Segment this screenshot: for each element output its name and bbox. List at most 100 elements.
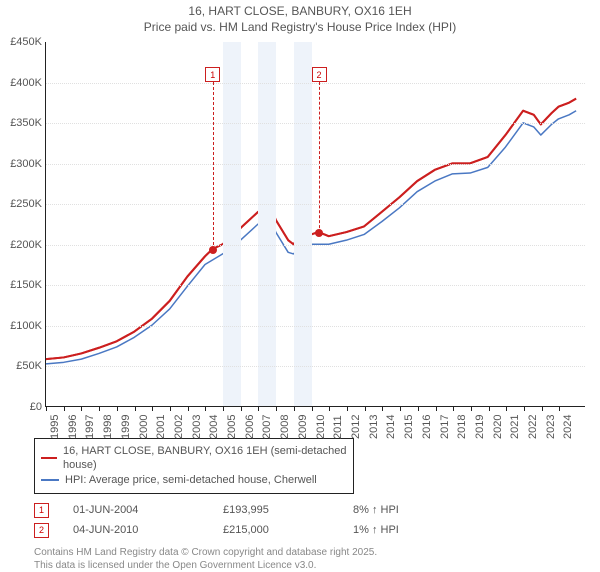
y-tick-label: £300K: [0, 158, 42, 170]
x-tick: [223, 407, 224, 411]
x-tick: [347, 407, 348, 411]
x-tick: [294, 407, 295, 411]
x-tick-label: 2011: [332, 415, 344, 439]
x-tick: [400, 407, 401, 411]
x-tick-label: 1995: [49, 415, 61, 439]
gridline: [46, 245, 585, 246]
x-tick-label: 2005: [226, 415, 238, 439]
sale-row-marker: 1: [34, 503, 49, 518]
x-tick: [329, 407, 330, 411]
y-tick-label: £100K: [0, 320, 42, 332]
x-tick-label: 2016: [421, 415, 433, 439]
x-tick: [489, 407, 490, 411]
x-tick-label: 2013: [368, 415, 380, 439]
year-band: [223, 42, 241, 406]
sale-row-price: £193,995: [223, 504, 313, 516]
x-tick-label: 2002: [173, 415, 185, 439]
x-tick: [205, 407, 206, 411]
gridline: [46, 366, 585, 367]
y-tick-label: £0: [0, 401, 42, 413]
x-tick: [542, 407, 543, 411]
attrib-line-2: This data is licensed under the Open Gov…: [34, 559, 590, 572]
x-tick-label: 1996: [67, 415, 79, 439]
x-tick: [506, 407, 507, 411]
x-tick: [453, 407, 454, 411]
legend-label: HPI: Average price, semi-detached house,…: [65, 473, 317, 487]
x-tick-label: 2007: [261, 415, 273, 439]
sale-point: [315, 229, 323, 237]
legend-box: 16, HART CLOSE, BANBURY, OX16 1EH (semi-…: [34, 438, 354, 494]
legend-item: HPI: Average price, semi-detached house,…: [41, 473, 347, 487]
legend-swatch: [41, 479, 59, 481]
sale-row-price: £215,000: [223, 524, 313, 536]
gridline: [46, 204, 585, 205]
x-tick-label: 2023: [545, 415, 557, 439]
y-tick-label: £350K: [0, 117, 42, 129]
x-tick: [117, 407, 118, 411]
x-tick: [258, 407, 259, 411]
x-tick-label: 2001: [155, 415, 167, 439]
x-tick-label: 2020: [492, 415, 504, 439]
x-tick-label: 2018: [456, 415, 468, 439]
x-tick: [46, 407, 47, 411]
x-tick-label: 2014: [385, 415, 397, 439]
legend-label: 16, HART CLOSE, BANBURY, OX16 1EH (semi-…: [63, 444, 347, 472]
plot-area: 12: [45, 42, 585, 407]
x-tick-label: 2021: [509, 415, 521, 439]
y-tick-label: £150K: [0, 279, 42, 291]
figure: 16, HART CLOSE, BANBURY, OX16 1EH Price …: [0, 0, 600, 560]
x-tick-label: 2024: [562, 415, 574, 439]
x-tick: [436, 407, 437, 411]
sale-callout-box: 2: [312, 67, 327, 82]
y-tick-label: £50K: [0, 360, 42, 372]
sale-callout-box: 1: [205, 67, 220, 82]
sale-row-date: 01-JUN-2004: [73, 504, 183, 516]
x-tick: [99, 407, 100, 411]
x-tick: [382, 407, 383, 411]
sales-table: 101-JUN-2004£193,9958% ↑ HPI204-JUN-2010…: [34, 500, 590, 540]
x-tick: [81, 407, 82, 411]
x-tick: [559, 407, 560, 411]
x-tick-label: 2019: [474, 415, 486, 439]
x-tick-label: 1998: [102, 415, 114, 439]
x-tick: [241, 407, 242, 411]
sale-point: [209, 246, 217, 254]
x-tick-label: 2022: [527, 415, 539, 439]
x-tick: [418, 407, 419, 411]
sale-callout-line: [213, 82, 214, 250]
x-tick: [152, 407, 153, 411]
x-tick: [524, 407, 525, 411]
gridline: [46, 83, 585, 84]
sale-row: 101-JUN-2004£193,9958% ↑ HPI: [34, 500, 590, 520]
x-tick-label: 1997: [84, 415, 96, 439]
legend-swatch: [41, 457, 57, 459]
y-tick-label: £250K: [0, 198, 42, 210]
x-tick: [170, 407, 171, 411]
title-line-2: Price paid vs. HM Land Registry's House …: [0, 20, 600, 36]
legend-item: 16, HART CLOSE, BANBURY, OX16 1EH (semi-…: [41, 444, 347, 472]
attrib-line-1: Contains HM Land Registry data © Crown c…: [34, 546, 590, 559]
x-tick-label: 2015: [403, 415, 415, 439]
x-tick-label: 2006: [244, 415, 256, 439]
gridline: [46, 123, 585, 124]
y-tick-label: £450K: [0, 36, 42, 48]
sale-row-delta: 1% ↑ HPI: [353, 524, 399, 536]
x-tick: [312, 407, 313, 411]
x-tick: [188, 407, 189, 411]
x-tick: [471, 407, 472, 411]
x-tick-label: 2000: [138, 415, 150, 439]
x-tick-label: 2009: [297, 415, 309, 439]
x-tick: [135, 407, 136, 411]
year-band: [258, 42, 276, 406]
sale-row-marker: 2: [34, 523, 49, 538]
sale-callout-line: [319, 82, 320, 233]
chart-title: 16, HART CLOSE, BANBURY, OX16 1EH Price …: [0, 0, 600, 35]
x-tick-label: 2008: [279, 415, 291, 439]
gridline: [46, 164, 585, 165]
x-tick: [276, 407, 277, 411]
sale-row: 2 04-JUN-2010 £215,000 1% ↑ HPI: [34, 520, 590, 540]
bottom-block: 16, HART CLOSE, BANBURY, OX16 1EH (semi-…: [34, 438, 590, 572]
sale-row-date: 04-JUN-2010: [73, 524, 183, 536]
x-tick-label: 2017: [439, 415, 451, 439]
year-band: [294, 42, 312, 406]
